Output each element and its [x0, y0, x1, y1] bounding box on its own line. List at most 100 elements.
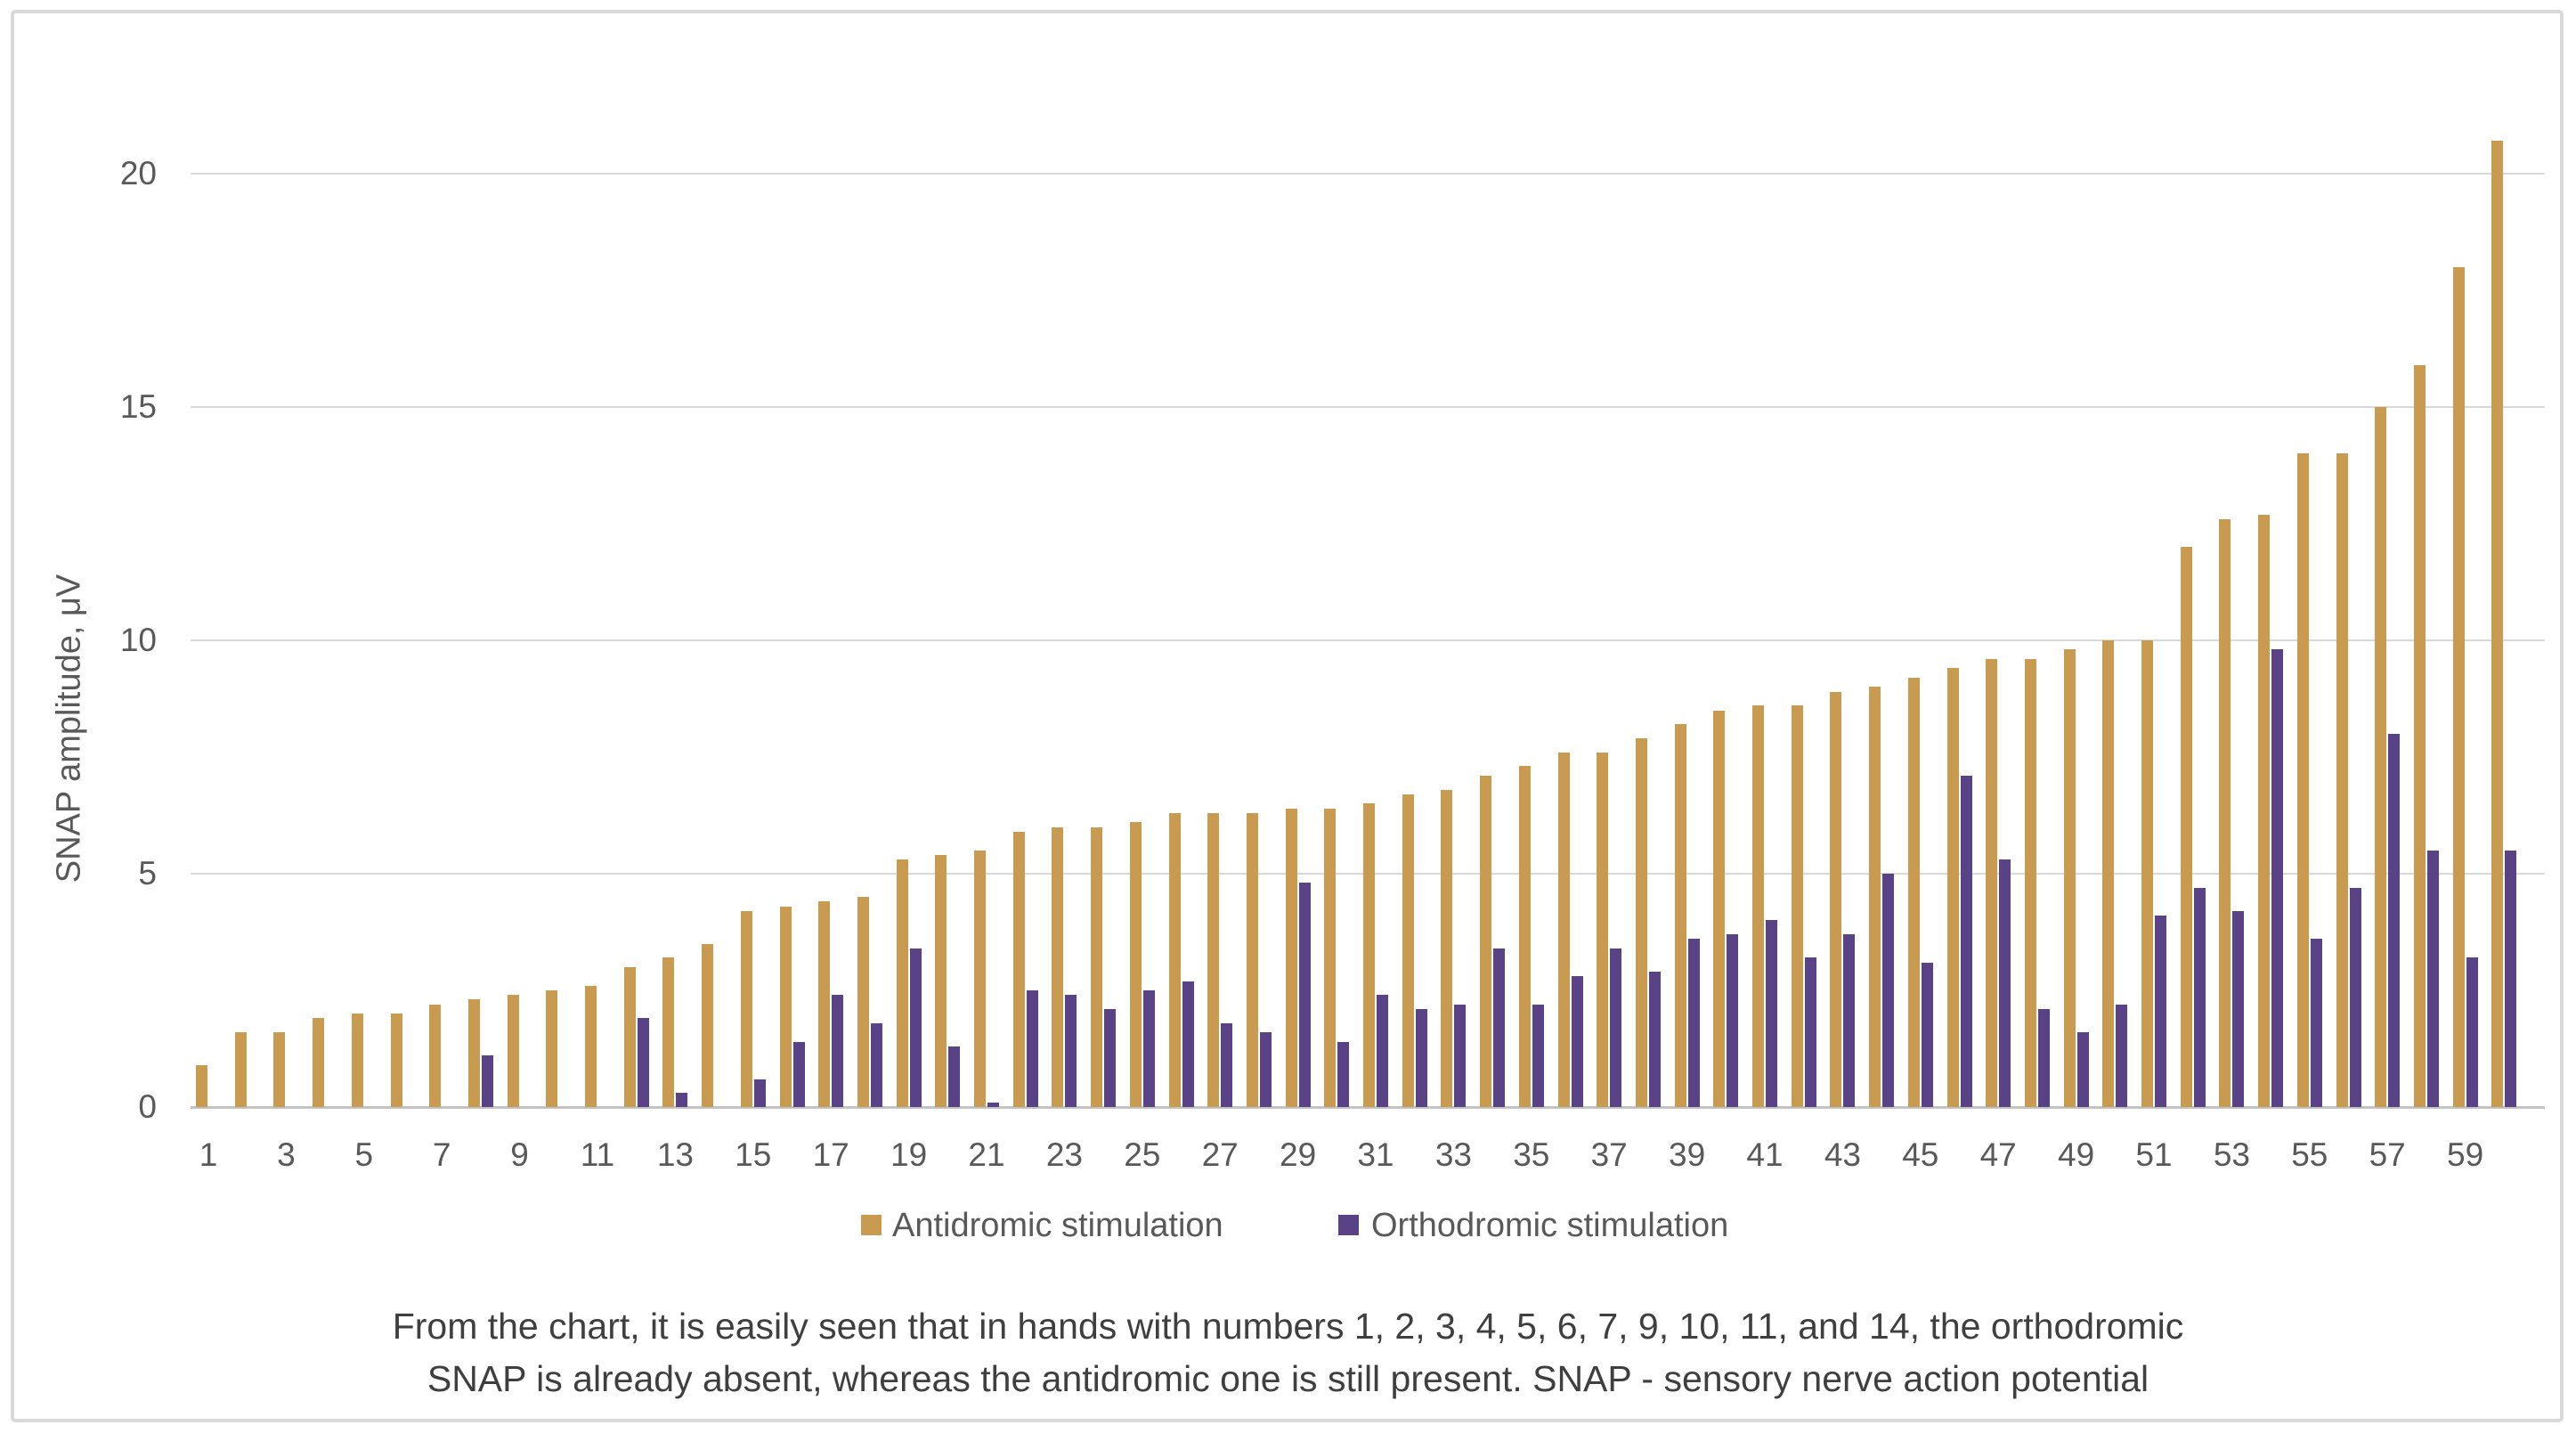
bar-orthodromic-19 — [909, 948, 922, 1107]
bar-antidromic-49 — [2063, 649, 2076, 1107]
bar-orthodromic-8 — [481, 1055, 493, 1107]
bar-orthodromic-49 — [2076, 1032, 2089, 1107]
x-tick-label-3: 3 — [277, 1136, 296, 1173]
bar-antidromic-27 — [1207, 812, 1220, 1107]
bar-orthodromic-27 — [1221, 1022, 1233, 1107]
bar-antidromic-57 — [2375, 407, 2387, 1107]
x-tick-label-15: 15 — [735, 1136, 772, 1173]
bar-antidromic-34 — [1480, 775, 1492, 1107]
x-tick-label-33: 33 — [1434, 1136, 1472, 1173]
bar-orthodromic-21 — [987, 1102, 999, 1107]
bar-antidromic-24 — [1091, 826, 1103, 1107]
bar-antidromic-7 — [429, 1004, 442, 1107]
caption-line-1: From the chart, it is easily seen that i… — [392, 1306, 2184, 1347]
bar-antidromic-45 — [1907, 677, 1920, 1107]
bar-orthodromic-54 — [2271, 649, 2284, 1107]
bar-antidromic-59 — [2452, 266, 2465, 1107]
x-tick-label-57: 57 — [2369, 1136, 2406, 1173]
bar-antidromic-50 — [2102, 640, 2115, 1107]
bar-antidromic-9 — [507, 995, 519, 1107]
bar-antidromic-40 — [1713, 710, 1726, 1107]
y-tick-label-0: 0 — [138, 1088, 157, 1125]
bar-antidromic-6 — [390, 1014, 402, 1107]
bar-antidromic-14 — [702, 943, 714, 1107]
bar-antidromic-25 — [1129, 822, 1142, 1107]
bar-antidromic-15 — [740, 910, 752, 1107]
bar-antidromic-42 — [1791, 705, 1803, 1107]
bar-antidromic-51 — [2141, 640, 2153, 1107]
bar-antidromic-54 — [2258, 514, 2271, 1107]
bar-orthodromic-12 — [637, 1018, 649, 1107]
x-tick-label-7: 7 — [432, 1136, 451, 1173]
bar-orthodromic-24 — [1104, 1008, 1117, 1107]
bar-antidromic-53 — [2219, 518, 2231, 1107]
x-tick-label-27: 27 — [1201, 1136, 1239, 1173]
bar-orthodromic-25 — [1142, 990, 1155, 1107]
bar-orthodromic-40 — [1727, 934, 1739, 1107]
bar-antidromic-58 — [2413, 364, 2426, 1107]
x-tick-label-31: 31 — [1357, 1136, 1394, 1173]
bar-antidromic-2 — [234, 1032, 247, 1107]
bar-antidromic-60 — [2491, 141, 2504, 1107]
bar-orthodromic-13 — [676, 1093, 688, 1107]
bar-antidromic-36 — [1557, 752, 1570, 1107]
bar-orthodromic-28 — [1259, 1032, 1272, 1107]
bar-antidromic-10 — [546, 990, 558, 1107]
bar-antidromic-55 — [2296, 453, 2309, 1107]
legend-label-antidromic: Antidromic stimulation — [892, 1207, 1223, 1244]
x-tick-label-9: 9 — [510, 1136, 529, 1173]
bar-antidromic-11 — [585, 985, 597, 1107]
chart-caption: From the chart, it is easily seen that i… — [0, 1300, 2576, 1405]
bar-antidromic-46 — [1946, 668, 1959, 1107]
x-tick-label-41: 41 — [1746, 1136, 1784, 1173]
bar-orthodromic-36 — [1571, 976, 1583, 1107]
x-tick-label-43: 43 — [1824, 1136, 1861, 1173]
bar-antidromic-35 — [1518, 766, 1531, 1107]
x-tick-label-45: 45 — [1902, 1136, 1939, 1173]
x-tick-label-47: 47 — [1979, 1136, 2017, 1173]
bar-orthodromic-53 — [2232, 910, 2245, 1107]
bar-antidromic-3 — [273, 1032, 286, 1107]
bar-orthodromic-45 — [1921, 962, 1933, 1107]
bar-antidromic-56 — [2336, 453, 2348, 1107]
x-tick-label-17: 17 — [812, 1136, 849, 1173]
bar-orthodromic-50 — [2116, 1004, 2128, 1107]
bar-orthodromic-47 — [1999, 859, 2011, 1107]
y-tick-label-10: 10 — [119, 622, 157, 658]
x-tick-label-35: 35 — [1513, 1136, 1550, 1173]
bar-orthodromic-46 — [1960, 775, 1972, 1107]
bar-antidromic-43 — [1830, 691, 1842, 1107]
caption-line-2: SNAP is already absent, whereas the anti… — [427, 1358, 2149, 1399]
gridline-20 — [191, 173, 2545, 175]
bar-orthodromic-33 — [1454, 1004, 1467, 1107]
bar-antidromic-29 — [1285, 808, 1297, 1107]
bar-orthodromic-38 — [1648, 972, 1661, 1107]
bar-antidromic-26 — [1168, 812, 1181, 1107]
bar-antidromic-48 — [2024, 658, 2036, 1107]
bar-antidromic-22 — [1012, 831, 1025, 1107]
bar-antidromic-13 — [662, 957, 675, 1107]
bar-orthodromic-60 — [2505, 850, 2517, 1107]
bar-orthodromic-43 — [1843, 934, 1856, 1107]
y-tick-label-15: 15 — [119, 388, 157, 425]
bar-orthodromic-34 — [1493, 948, 1506, 1107]
bar-antidromic-21 — [974, 850, 986, 1107]
y-tick-label-20: 20 — [119, 155, 157, 191]
bar-antidromic-19 — [896, 859, 908, 1107]
legend-swatch-orthodromic — [1338, 1215, 1359, 1235]
bar-orthodromic-39 — [1687, 939, 1700, 1107]
x-tick-label-25: 25 — [1124, 1136, 1161, 1173]
x-tick-label-53: 53 — [2213, 1136, 2250, 1173]
bar-orthodromic-55 — [2310, 939, 2322, 1107]
bar-antidromic-33 — [1441, 789, 1453, 1107]
bar-orthodromic-15 — [753, 1079, 766, 1107]
y-tick-label-5: 5 — [138, 855, 157, 892]
x-tick-label-1: 1 — [199, 1136, 218, 1173]
x-tick-label-51: 51 — [2135, 1136, 2173, 1173]
bar-orthodromic-29 — [1298, 883, 1311, 1107]
bar-orthodromic-16 — [792, 1041, 805, 1107]
x-tick-label-49: 49 — [2058, 1136, 2095, 1173]
bar-antidromic-52 — [2180, 547, 2192, 1107]
bar-orthodromic-30 — [1337, 1041, 1350, 1107]
